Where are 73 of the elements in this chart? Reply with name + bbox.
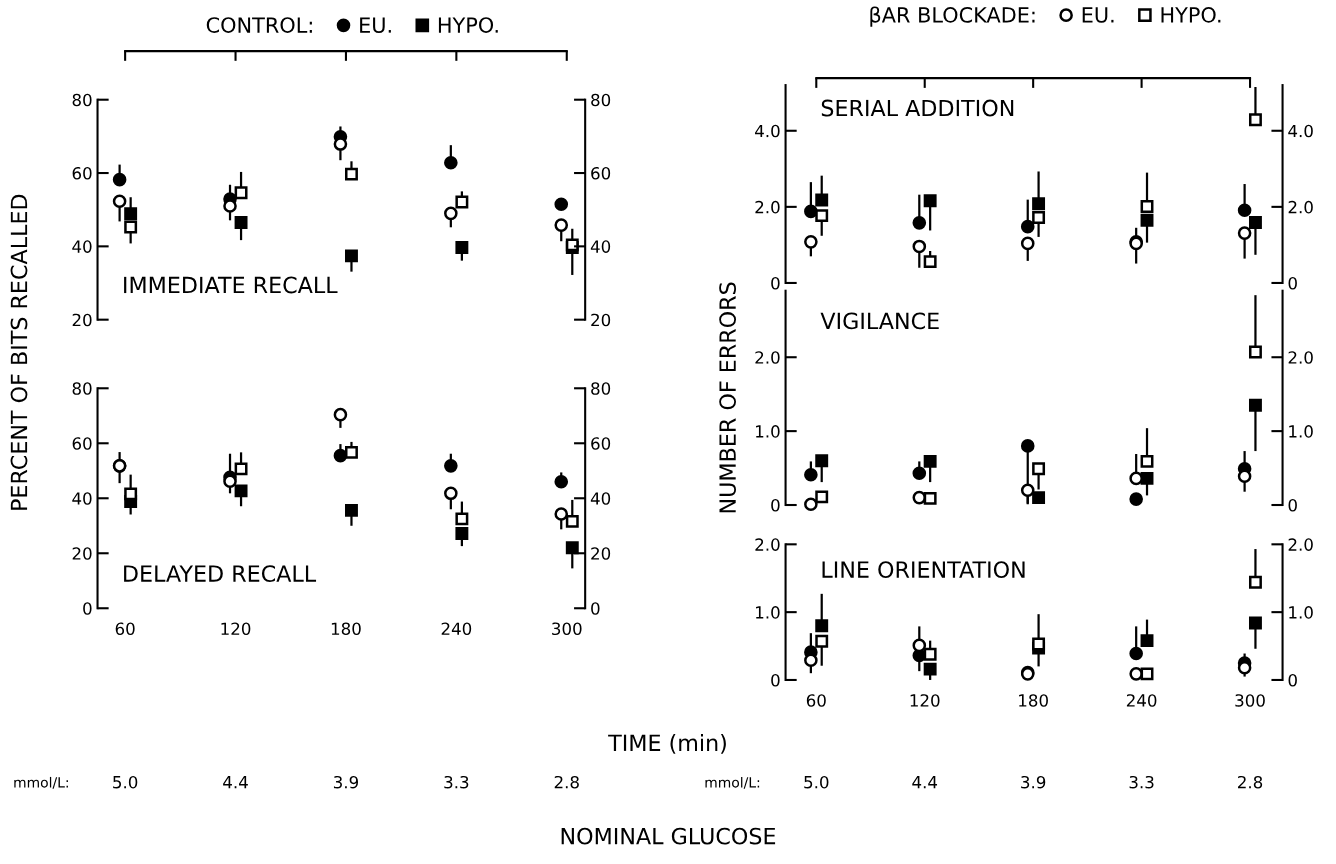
text: 4.4 xyxy=(223,776,248,789)
x-tick-label: 180 xyxy=(1019,694,1048,707)
x-tick-label: 240 xyxy=(441,622,472,636)
y2-tick-label: 2.0 xyxy=(1288,351,1313,364)
y-axis-title: PERCENT OF BITS RECALLED xyxy=(10,194,28,510)
x-tick-label: 300 xyxy=(552,622,582,636)
y-tick-label: 1.0 xyxy=(756,425,780,438)
x-tick-label: 240 xyxy=(1126,694,1157,707)
legend-label: HYPO. xyxy=(1161,6,1221,23)
y-tick-label: 2.0 xyxy=(755,351,780,364)
legend-title: βAR BLOCKADE: xyxy=(870,6,1035,27)
legend-title: CONTROL: xyxy=(206,17,312,33)
y-tick-label: 4.0 xyxy=(755,124,780,138)
x-tick-label: 300 xyxy=(1235,694,1265,707)
y2-tick-label: 40 xyxy=(590,492,611,505)
y-axis-title: NUMBER OF ERRORS xyxy=(719,282,737,513)
y2-tick-label: 1.0 xyxy=(1289,606,1313,619)
legend-label: EU. xyxy=(1082,7,1114,23)
text: 3.9 xyxy=(1021,775,1046,789)
x-tick-label: 60 xyxy=(115,622,135,636)
x-tick-label: 60 xyxy=(806,694,826,707)
x-axis-title: TIME (min) xyxy=(608,734,726,754)
text: 5.0 xyxy=(804,775,829,789)
text: VIGILANCE xyxy=(820,312,939,330)
y2-tick-label: 0 xyxy=(1288,673,1297,687)
y2-tick-label: 20 xyxy=(591,547,611,560)
y2-tick-label: 2.0 xyxy=(1288,538,1313,551)
x-tick-label: 120 xyxy=(221,622,251,636)
y-tick-label: 40 xyxy=(72,240,92,253)
y2-tick-label: 0 xyxy=(591,602,600,615)
y-tick-label: 60 xyxy=(72,166,92,180)
x-tick-label: 120 xyxy=(910,694,940,707)
text: IMMEDIATE RECALL xyxy=(124,276,338,294)
y2-tick-label: 0 xyxy=(1288,276,1297,290)
y2-tick-label: 80 xyxy=(591,93,611,107)
text: mmol/L: xyxy=(705,776,760,789)
text: 5.0 xyxy=(113,775,138,789)
y2-tick-label: 80 xyxy=(591,382,611,395)
text: 4.4 xyxy=(912,776,938,789)
y-tick-label: 2.0 xyxy=(755,538,780,551)
y2-tick-label: 20 xyxy=(591,313,611,327)
y-tick-label: 20 xyxy=(72,313,92,327)
legend-label: EU. xyxy=(360,17,391,33)
y-tick-label: 0 xyxy=(771,498,780,512)
x-axis-title: NOMINAL GLUCOSE xyxy=(561,827,776,845)
y2-tick-label: 60 xyxy=(591,437,611,450)
text: 2.8 xyxy=(1238,775,1263,789)
y-tick-label: 80 xyxy=(72,382,92,395)
text: mmol/L: xyxy=(14,776,68,789)
y-tick-label: 1.0 xyxy=(756,606,780,619)
y-tick-label: 0 xyxy=(771,673,780,687)
y2-tick-label: 1.0 xyxy=(1289,425,1313,438)
y-tick-label: 0 xyxy=(771,276,780,290)
text: 3.3 xyxy=(444,775,469,789)
legend-label: HYPO. xyxy=(438,17,498,33)
y2-tick-label: 40 xyxy=(590,240,611,253)
y-tick-label: 60 xyxy=(72,437,92,450)
y-tick-label: 40 xyxy=(72,492,92,505)
y-tick-label: 0 xyxy=(83,602,92,615)
text: DELAYED RECALL xyxy=(124,565,317,582)
y-tick-label: 2.0 xyxy=(755,200,780,214)
text: 2.8 xyxy=(554,775,579,789)
y2-tick-label: 2.0 xyxy=(1288,200,1313,214)
y2-tick-label: 60 xyxy=(591,166,611,180)
text: 3.3 xyxy=(1129,775,1154,789)
x-tick-label: 180 xyxy=(331,622,361,636)
text: 3.9 xyxy=(333,775,359,789)
text: LINE ORIENTATION xyxy=(822,561,1025,578)
y-tick-label: 20 xyxy=(72,547,92,560)
y2-tick-label: 4.0 xyxy=(1288,124,1313,138)
y-tick-label: 80 xyxy=(72,93,92,107)
y2-tick-label: 0 xyxy=(1288,498,1297,512)
text: SERIAL ADDITION xyxy=(821,99,1014,117)
